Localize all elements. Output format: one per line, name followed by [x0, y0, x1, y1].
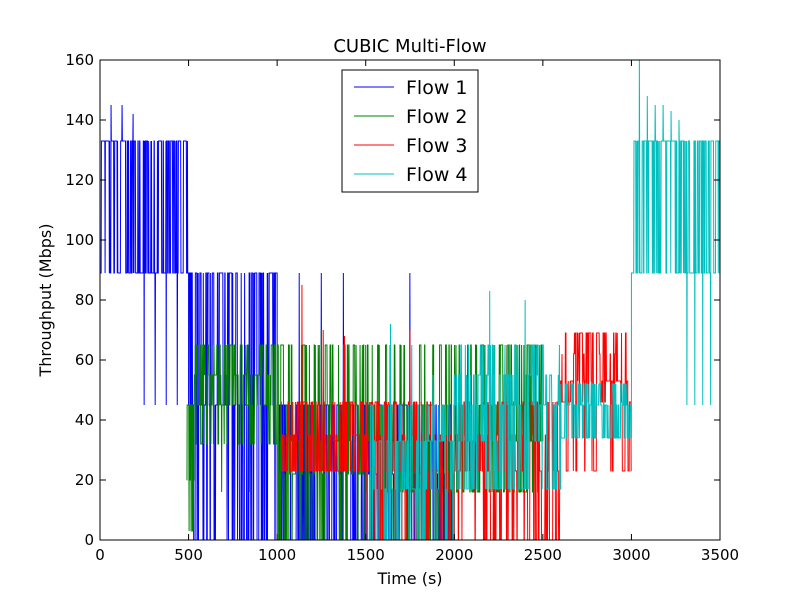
- tick-layer: 0 500 1000 1500 2000 2500 3000 3500 0 20 40 60 80 100…: [65, 51, 739, 564]
- y-tick-label: 20: [75, 471, 94, 489]
- x-axis-title: Time (s): [376, 569, 442, 588]
- legend-label: Flow 1: [406, 77, 468, 99]
- legend-box: [341, 69, 479, 193]
- x-tick-label: 2000: [435, 546, 473, 564]
- legend-label: Flow 2: [406, 106, 468, 128]
- x-tick-label: 1000: [258, 546, 296, 564]
- legend: Flow 1 Flow 2 Flow 3 Flow 4: [341, 69, 479, 193]
- y-tick-label: 40: [75, 411, 94, 429]
- y-tick-label: 140: [65, 111, 94, 129]
- y-axis-title: Throughput (Mbps): [36, 224, 55, 378]
- y-tick-label: 100: [65, 231, 94, 249]
- x-tick-label: 2500: [524, 546, 562, 564]
- y-tick-label: 120: [65, 171, 94, 189]
- y-tick-label: 80: [75, 291, 94, 309]
- x-tick-label: 1500: [347, 546, 385, 564]
- x-tick-label: 0: [95, 546, 105, 564]
- series-line-3: [280, 284, 632, 540]
- y-tick-label: 0: [84, 531, 94, 549]
- y-tick-label: 60: [75, 351, 94, 369]
- y-tick-label: 160: [65, 51, 94, 69]
- x-tick-label: 500: [174, 546, 203, 564]
- series-line-1: [100, 104, 455, 540]
- legend-label: Flow 3: [406, 135, 468, 157]
- chart-title: CUBIC Multi-Flow: [333, 36, 486, 57]
- legend-label: Flow 4: [406, 164, 468, 186]
- series-layer: [100, 60, 720, 540]
- x-tick-label: 3500: [701, 546, 739, 564]
- series-line-4: [368, 60, 720, 540]
- x-tick-label: 3000: [612, 546, 650, 564]
